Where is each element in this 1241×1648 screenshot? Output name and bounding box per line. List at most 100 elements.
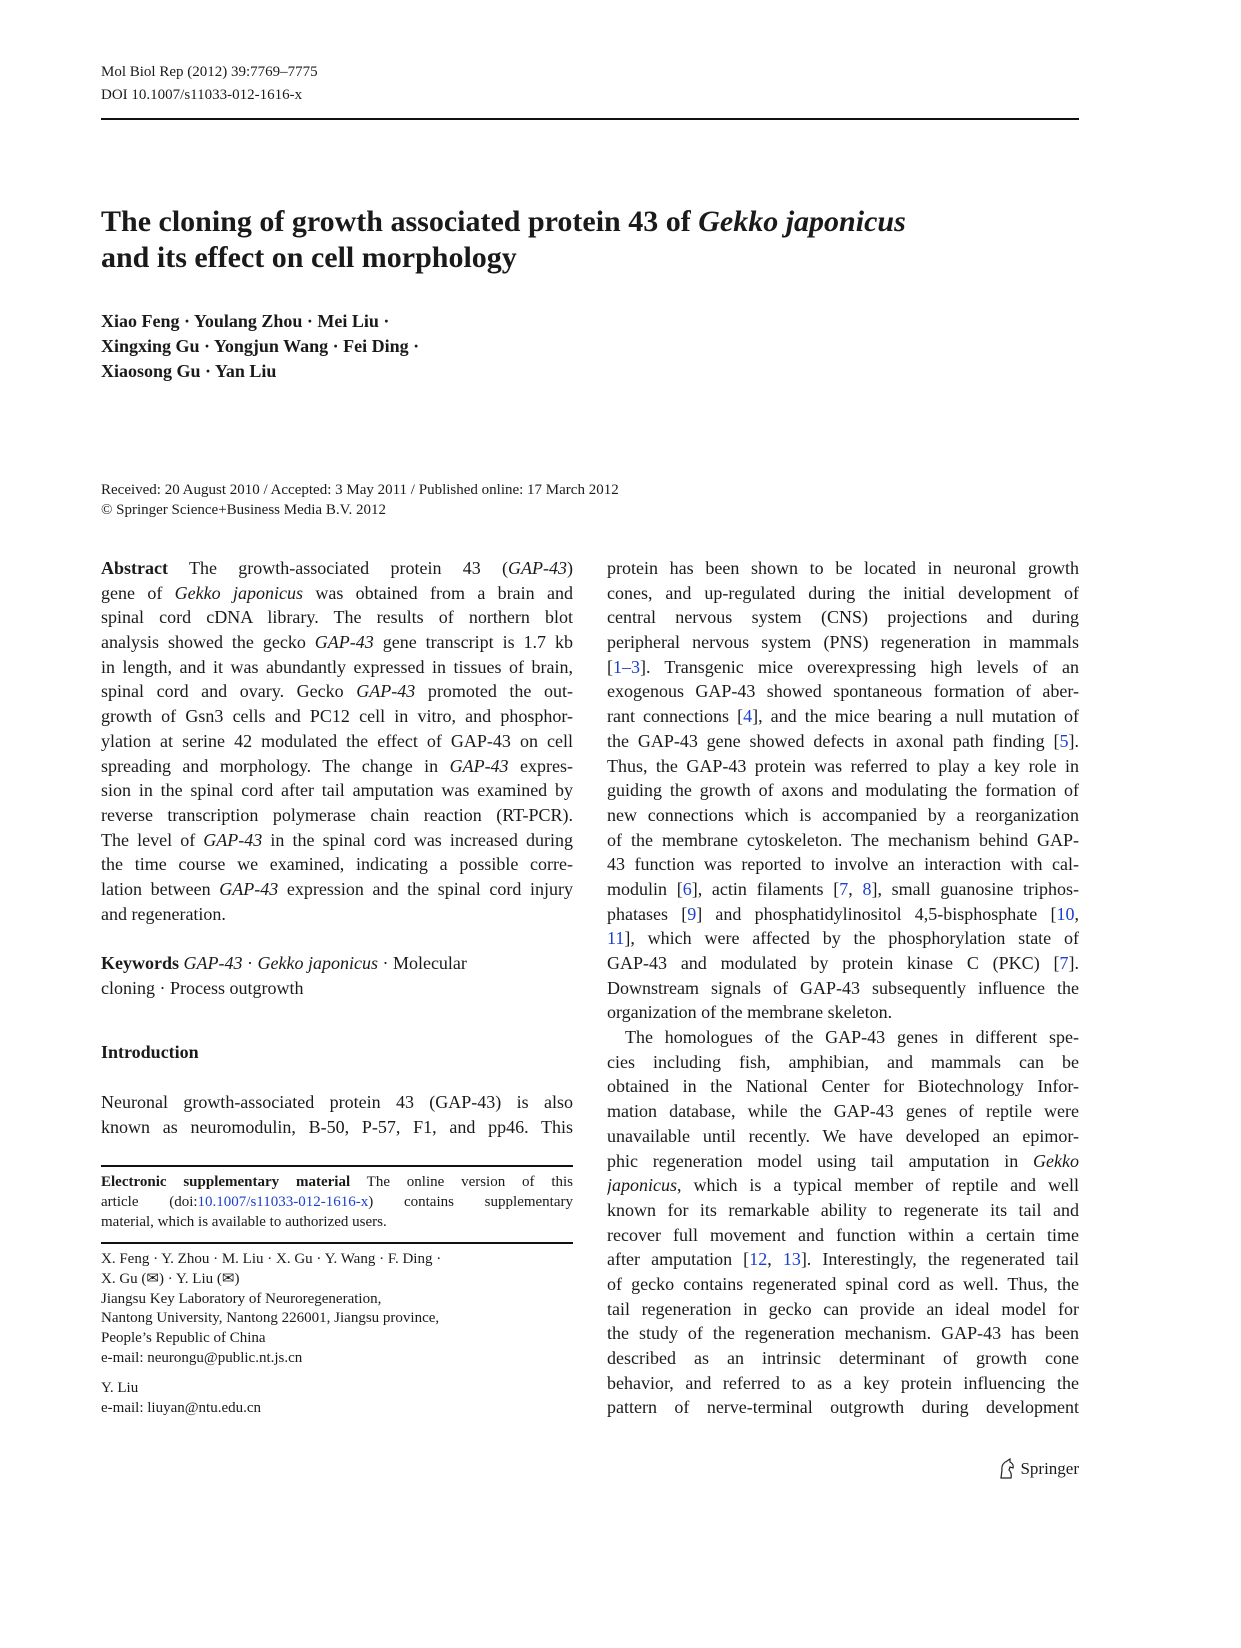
text-run: unavailable until recently. We have deve… <box>607 1125 1079 1146</box>
text-line: mation database, while the GAP-43 genes … <box>607 1099 1079 1124</box>
title-species: Gekko japonicus <box>698 205 906 238</box>
text-line: organization of the membrane skeleton. <box>607 1000 1079 1025</box>
reference-link[interactable]: 7 <box>839 878 849 899</box>
affiliation-line: Y. Liu <box>101 1380 139 1396</box>
email-line: e-mail: liuyan@ntu.edu.cn <box>101 1399 262 1416</box>
text-line: in length, and it was abundantly express… <box>101 655 573 680</box>
header-rule <box>101 118 1079 120</box>
text-run: of the membrane cytoskeleton. The mechan… <box>607 829 1079 850</box>
text-run: behavior, and referred to as a key prote… <box>607 1372 1079 1393</box>
bold-label: Keywords <box>101 953 179 973</box>
text-line: of the membrane cytoskeleton. The mechan… <box>607 828 1079 853</box>
text-run: Neuronal growth-associated protein 43 (G… <box>101 1092 573 1112</box>
reference-link[interactable]: 13 <box>782 1249 801 1270</box>
text-run: ], actin filaments [ <box>691 878 840 899</box>
reference-link[interactable]: 6 <box>682 878 692 899</box>
text-line: peripheral nervous system (PNS) regenera… <box>607 630 1079 655</box>
text-run: phatases [ <box>607 903 688 924</box>
article-title: The cloning of growth associated protein… <box>101 204 1051 276</box>
text-line: 43 function was reported to involve an i… <box>607 852 1079 877</box>
text-run: protein has been shown to be located in … <box>607 558 1079 578</box>
italic-term: Gekko japonicus <box>257 953 378 973</box>
article-dates: Received: 20 August 2010 / Accepted: 3 M… <box>101 480 619 520</box>
text-run: ) <box>567 558 573 578</box>
text-line: rant connections [4], and the mice beari… <box>607 704 1079 729</box>
text-run: ]. Transgenic mice overexpressing high l… <box>640 656 1079 677</box>
supplementary-note: Electronic supplementary material The on… <box>101 1173 573 1232</box>
text-run: known for its remarkable ability to rege… <box>607 1199 1079 1220</box>
text-run: ] and phosphatidylinositol 4,5-bisphosph… <box>696 903 1057 924</box>
springer-wordmark: Springer <box>1020 1459 1079 1478</box>
text-line: cies including fish, amphibian, and mamm… <box>607 1050 1079 1075</box>
italic-term: GAP-43 <box>183 953 243 973</box>
publisher-logo: Springer <box>998 1458 1079 1480</box>
text-run: known as neuromodulin, B-50, P-57, F1, a… <box>101 1116 573 1137</box>
text-run: [ <box>607 656 613 677</box>
text-line: article (doi:10.1007/s11033-012-1616-x) … <box>101 1193 573 1213</box>
text-run: tail regeneration in gecko can provide a… <box>607 1298 1079 1319</box>
text-line: Keywords GAP-43 · Gekko japonicus · Mole… <box>101 951 573 976</box>
reference-link[interactable]: 9 <box>687 903 697 924</box>
text-line: ylation at serine 42 modulated the effec… <box>101 729 573 754</box>
text-run: guiding the growth of axons and modulati… <box>607 780 1079 801</box>
reference-link[interactable]: 5 <box>1059 730 1069 751</box>
reference-link[interactable]: 4 <box>743 706 753 727</box>
author-line: Xiaosong Gu · Yan Liu <box>101 361 277 381</box>
text-line: phic regeneration model using tail amput… <box>607 1149 1079 1174</box>
text-line: gene of Gekko japonicus was obtained fro… <box>101 581 573 606</box>
text-run: GAP-43 and modulated by protein kinase C… <box>607 953 1060 973</box>
italic-term: GAP-43 <box>203 829 263 850</box>
text-run: ], and the mice bearing a null mutation … <box>752 706 1079 727</box>
text-line: Electronic supplementary material The on… <box>101 1173 573 1193</box>
text-run: spinal cord and ovary. Gecko <box>101 681 357 702</box>
text-run: ]. Interestingly, the regenerated tail <box>800 1249 1079 1270</box>
text-line: obtained in the National Center for Biot… <box>607 1074 1079 1099</box>
text-run: exogenous GAP-43 showed spontaneous form… <box>607 681 1079 702</box>
reference-link[interactable]: 10 <box>1056 903 1075 924</box>
text-line: and regeneration. <box>101 902 573 927</box>
text-run: growth of Gsn3 cells and PC12 cell in vi… <box>101 706 573 727</box>
text-run: gene transcript is 1.7 kb <box>373 632 573 653</box>
text-run: cones, and up-regulated during the initi… <box>607 582 1079 603</box>
affiliation-line: People’s Republic of China <box>101 1330 266 1347</box>
affiliation-line: Jiangsu Key Laboratory of Neuroregenerat… <box>101 1290 382 1307</box>
text-run: , <box>848 878 863 899</box>
reference-link[interactable]: 12 <box>749 1249 768 1270</box>
text-run: phic regeneration model using tail amput… <box>607 1150 1034 1171</box>
affiliation-block-2: Y. Liu e-mail: liuyan@ntu.edu.cn <box>101 1379 573 1419</box>
italic-term: GAP-43 <box>449 755 509 776</box>
text-line: described as an intrinsic determinant of… <box>607 1346 1079 1371</box>
reference-link[interactable]: 7 <box>1059 953 1069 973</box>
journal-citation: Mol Biol Rep (2012) 39:7769–7775 <box>101 64 318 80</box>
section-heading-introduction: Introduction <box>101 1042 199 1062</box>
reference-link[interactable]: 11 <box>607 928 625 949</box>
keywords: Keywords GAP-43 · Gekko japonicus · Mole… <box>101 951 573 1000</box>
text-line: [1–3]. Transgenic mice overexpressing hi… <box>607 655 1079 680</box>
text-line: Neuronal growth-associated protein 43 (G… <box>101 1090 573 1115</box>
text-run: organization of the membrane skeleton. <box>607 1002 893 1023</box>
text-line: growth of Gsn3 cells and PC12 cell in vi… <box>101 704 573 729</box>
text-run: analysis showed the gecko <box>101 632 315 653</box>
text-run: sion in the spinal cord after tail amput… <box>101 780 573 801</box>
text-line: Downstream signals of GAP-43 subsequentl… <box>607 976 1079 1001</box>
text-run: and regeneration. <box>101 903 226 924</box>
reference-link[interactable]: 1–3 <box>613 656 640 677</box>
text-line: The homologues of the GAP-43 genes in di… <box>607 1025 1079 1050</box>
author-line: Xiao Feng · Youlang Zhou · Mei Liu · <box>101 311 390 331</box>
text-run: reverse transcription polymerase chain r… <box>101 804 573 825</box>
text-line: guiding the growth of axons and modulati… <box>607 778 1079 803</box>
italic-term: GAP-43 <box>356 681 416 702</box>
text-line: Abstract The growth-associated protein 4… <box>101 556 573 581</box>
italic-term: Gekko <box>1033 1150 1079 1171</box>
text-run: ], small guanosine triphos- <box>871 878 1079 899</box>
text-line: cones, and up-regulated during the initi… <box>607 581 1079 606</box>
text-line: the study of the regeneration mechanism.… <box>607 1321 1079 1346</box>
text-run: 43 function was reported to involve an i… <box>607 854 1079 875</box>
reference-link[interactable]: 8 <box>862 878 872 899</box>
reference-link[interactable]: 10.1007/s11033-012-1616-x <box>197 1193 369 1210</box>
introduction-text-left: Neuronal growth-associated protein 43 (G… <box>101 1090 573 1139</box>
text-run: in the spinal cord was increased during <box>262 829 573 850</box>
affiliation-block: X. Feng · Y. Zhou · M. Liu · X. Gu · Y. … <box>101 1250 573 1369</box>
text-run: spreading and morphology. The change in <box>101 755 450 776</box>
text-line: exogenous GAP-43 showed spontaneous form… <box>607 679 1079 704</box>
